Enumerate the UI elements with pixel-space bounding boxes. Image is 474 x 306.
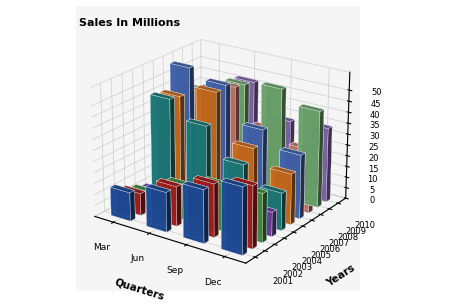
Text: Sales In Millions: Sales In Millions bbox=[79, 17, 180, 28]
Y-axis label: Years: Years bbox=[324, 263, 356, 289]
X-axis label: Quarters: Quarters bbox=[113, 277, 165, 301]
